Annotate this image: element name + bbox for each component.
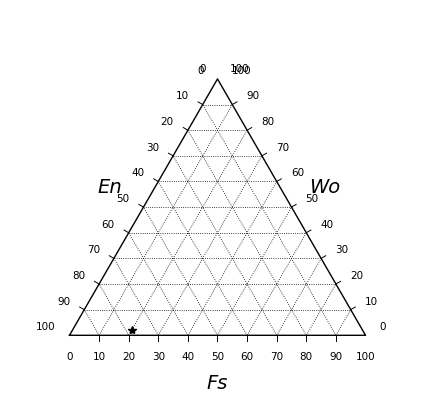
Text: 10: 10 — [175, 92, 188, 102]
Text: 40: 40 — [181, 352, 194, 362]
Text: 60: 60 — [240, 352, 253, 362]
Text: 70: 70 — [86, 245, 99, 255]
Text: Fs: Fs — [206, 374, 228, 393]
Text: 0: 0 — [197, 66, 203, 76]
Text: 100: 100 — [355, 352, 375, 362]
Text: 20: 20 — [160, 117, 174, 127]
Text: 80: 80 — [72, 271, 85, 281]
Text: 30: 30 — [151, 352, 164, 362]
Text: En: En — [98, 178, 122, 197]
Text: 30: 30 — [145, 143, 159, 153]
Text: 10: 10 — [92, 352, 105, 362]
Text: 0: 0 — [66, 352, 72, 362]
Text: 50: 50 — [210, 352, 224, 362]
Text: 40: 40 — [131, 168, 144, 178]
Text: 0: 0 — [199, 64, 205, 74]
Text: 80: 80 — [260, 117, 274, 127]
Text: 40: 40 — [320, 220, 333, 230]
Text: 10: 10 — [364, 297, 377, 307]
Text: 50: 50 — [305, 194, 318, 204]
Text: 100: 100 — [231, 66, 251, 76]
Text: 90: 90 — [329, 352, 342, 362]
Text: 90: 90 — [57, 297, 70, 307]
Text: 60: 60 — [290, 168, 303, 178]
Text: 60: 60 — [101, 220, 114, 230]
Text: 0: 0 — [379, 322, 385, 332]
Text: 30: 30 — [335, 245, 348, 255]
Text: 70: 70 — [275, 143, 289, 153]
Text: 100: 100 — [36, 322, 55, 332]
Text: 100: 100 — [229, 64, 248, 74]
Text: Wo: Wo — [309, 178, 340, 197]
Text: 80: 80 — [299, 352, 312, 362]
Text: 20: 20 — [349, 271, 362, 281]
Text: 20: 20 — [122, 352, 135, 362]
Text: 90: 90 — [246, 92, 259, 102]
Text: 50: 50 — [116, 194, 129, 204]
Text: 70: 70 — [270, 352, 283, 362]
